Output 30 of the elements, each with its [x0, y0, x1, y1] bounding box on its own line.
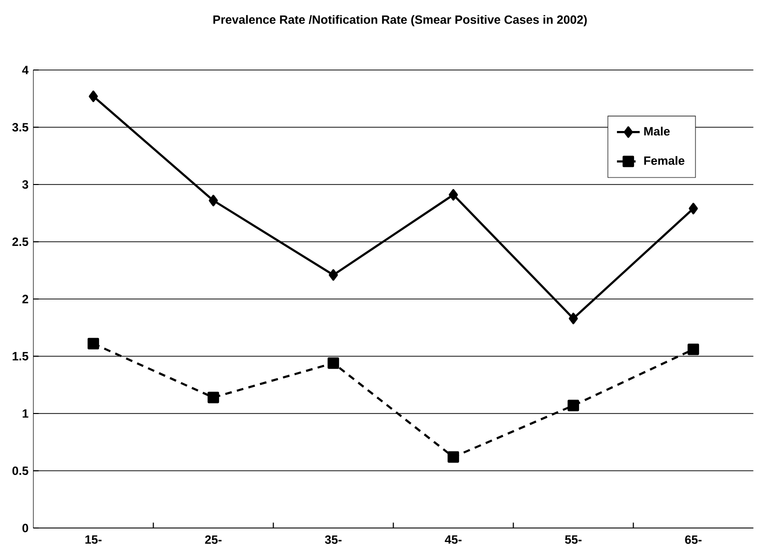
point	[88, 90, 98, 102]
y-tick-label: 2	[22, 294, 28, 304]
y-tick-label: 3.5	[12, 122, 28, 132]
point	[688, 202, 698, 214]
point	[208, 194, 218, 206]
point	[328, 357, 340, 369]
legend-label: Female	[644, 156, 684, 165]
point	[208, 392, 220, 404]
y-tick-label: 2.5	[12, 237, 28, 246]
y-tick-label: 1.5	[12, 352, 28, 360]
x-tick-label: 25-	[205, 535, 222, 544]
y-tick-label: 0	[22, 524, 28, 532]
point	[568, 312, 578, 324]
point	[448, 189, 458, 201]
point	[568, 400, 580, 412]
y-tick-label: 1	[22, 409, 28, 418]
x-tick-label: 55-	[565, 535, 582, 544]
point	[688, 344, 700, 356]
legend-label: Male	[644, 126, 670, 136]
y-tick-label: 4	[22, 66, 29, 74]
x-tick-label: 15-	[85, 535, 102, 544]
point	[88, 338, 100, 350]
y-tick-label: 0.5	[12, 466, 28, 476]
x-tick-label: 65-	[685, 535, 702, 544]
point	[328, 269, 338, 281]
chart-title: Prevalence Rate /Notification Rate (Smear Positive Cases in 2002)	[213, 15, 587, 26]
point	[448, 451, 460, 463]
x-tick-label: 45-	[444, 535, 462, 544]
y-tick-label: 3	[22, 180, 28, 189]
x-tick-label: 35-	[324, 535, 342, 544]
